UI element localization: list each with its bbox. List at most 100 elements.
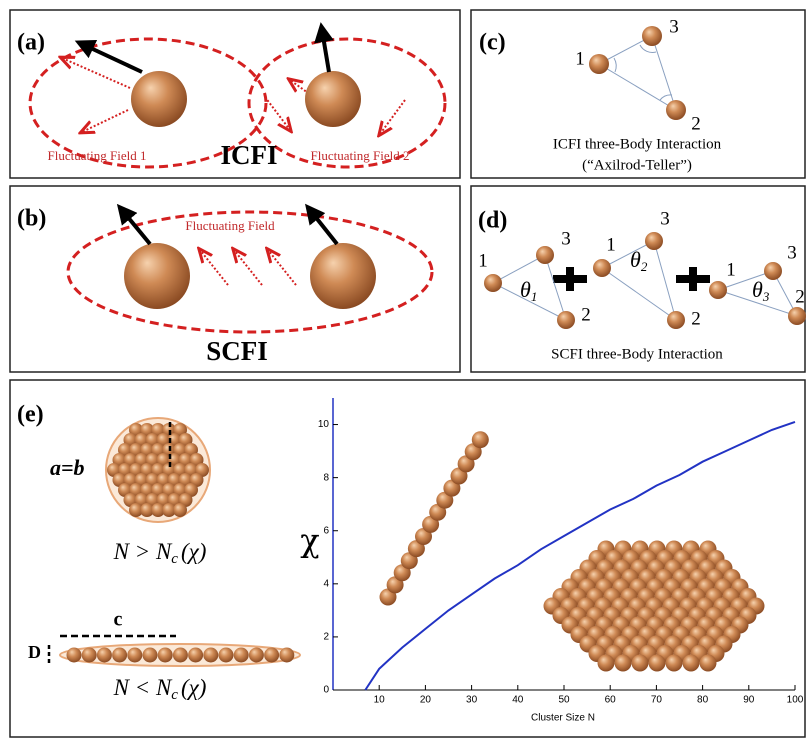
angle-symbol: θ — [752, 277, 763, 302]
particle — [264, 648, 279, 663]
particle — [709, 281, 727, 299]
particle — [203, 648, 218, 663]
particle — [82, 648, 97, 663]
angle-symbol: θ — [520, 277, 531, 302]
particle-number: 2 — [691, 308, 701, 329]
caption: (“Axilrod-Teller”) — [582, 157, 692, 173]
y-axis-label: χ — [300, 522, 319, 560]
particle — [143, 648, 158, 663]
particle — [305, 71, 361, 127]
particle — [234, 648, 249, 663]
particle-number: 1 — [606, 234, 616, 255]
panel-label: (c) — [479, 30, 506, 56]
particle — [764, 262, 782, 280]
particle — [173, 648, 188, 663]
y-tick-label: 4 — [323, 578, 329, 589]
panel-label: (e) — [17, 402, 44, 428]
particle — [589, 54, 609, 74]
panel-label: (d) — [478, 208, 507, 234]
particle — [649, 655, 666, 672]
particle — [666, 655, 683, 672]
particle — [158, 648, 173, 663]
figure: (a) ICFI Fluctuating Field 1 Fluctuating… — [0, 0, 806, 738]
particle — [615, 655, 632, 672]
particle — [632, 655, 649, 672]
panel-label: (a) — [17, 30, 45, 56]
particle — [536, 246, 554, 264]
panel-title: SCFI — [206, 336, 268, 366]
particle — [472, 431, 489, 448]
x-tick-label: 100 — [787, 695, 804, 706]
condition: N < Nc(χ) — [113, 675, 207, 703]
x-tick-label: 80 — [697, 695, 709, 706]
compact-label: a=b — [50, 455, 85, 480]
particle — [188, 648, 203, 663]
particle-number: 3 — [669, 16, 679, 37]
condition: N > Nc(χ) — [113, 539, 207, 567]
y-tick-label: 10 — [318, 419, 330, 430]
particle — [700, 655, 717, 672]
formula: N < N — [113, 675, 173, 700]
x-tick-label: 40 — [512, 695, 524, 706]
particle-number: 2 — [691, 113, 701, 134]
x-axis-label: Cluster Size N — [531, 713, 595, 724]
particle — [667, 311, 685, 329]
angle-symbol: θ — [630, 247, 641, 272]
width-label: D — [28, 642, 41, 662]
particle — [249, 648, 264, 663]
particle — [310, 243, 376, 309]
x-tick-label: 50 — [558, 695, 570, 706]
angle-sub: 1 — [531, 289, 538, 304]
panel-title: ICFI — [220, 140, 277, 170]
field-label: Fluctuating Field — [185, 218, 275, 233]
angle-sub: 2 — [641, 259, 648, 274]
particle — [557, 311, 575, 329]
particle — [67, 648, 82, 663]
angle-sub: 3 — [762, 289, 770, 304]
particle-number: 1 — [726, 259, 736, 280]
x-tick-label: 70 — [651, 695, 663, 706]
particle — [593, 259, 611, 277]
particle-number: 1 — [478, 250, 488, 271]
panel-c — [471, 10, 805, 178]
panel-label: (b) — [17, 206, 46, 232]
length-label: c — [114, 609, 123, 631]
particle — [173, 503, 187, 517]
y-tick-label: 2 — [323, 632, 329, 643]
formula-sub: c — [171, 551, 178, 567]
x-tick-label: 60 — [605, 695, 617, 706]
particle — [645, 232, 663, 250]
x-tick-label: 20 — [420, 695, 432, 706]
x-tick-label: 90 — [743, 695, 755, 706]
y-tick-label: 6 — [323, 525, 329, 536]
particle-number: 2 — [581, 304, 591, 325]
particle — [131, 71, 187, 127]
particle — [484, 274, 502, 292]
particle-number: 3 — [660, 208, 670, 229]
x-tick-label: 10 — [374, 695, 386, 706]
y-tick-label: 8 — [323, 472, 329, 483]
particle-number: 1 — [575, 48, 585, 69]
x-tick-label: 30 — [466, 695, 478, 706]
particle — [279, 648, 294, 663]
particle — [97, 648, 112, 663]
particle — [788, 307, 806, 325]
caption: SCFI three-Body Interaction — [551, 346, 723, 362]
particle — [124, 243, 190, 309]
particle-number: 3 — [787, 242, 797, 263]
particle — [219, 648, 234, 663]
field-label: Fluctuating Field 2 — [311, 148, 410, 163]
y-tick-label: 0 — [323, 685, 329, 696]
particle — [127, 648, 142, 663]
particle-number: 3 — [561, 228, 571, 249]
formula: (χ) — [181, 539, 206, 564]
particle-number: 2 — [795, 286, 805, 307]
formula: N > N — [113, 539, 173, 564]
particle — [598, 655, 615, 672]
caption: ICFI three-Body Interaction — [553, 136, 722, 152]
particle — [642, 26, 662, 46]
particle — [666, 100, 686, 120]
particle — [112, 648, 127, 663]
formula-sub: c — [171, 687, 178, 703]
formula: (χ) — [181, 675, 206, 700]
